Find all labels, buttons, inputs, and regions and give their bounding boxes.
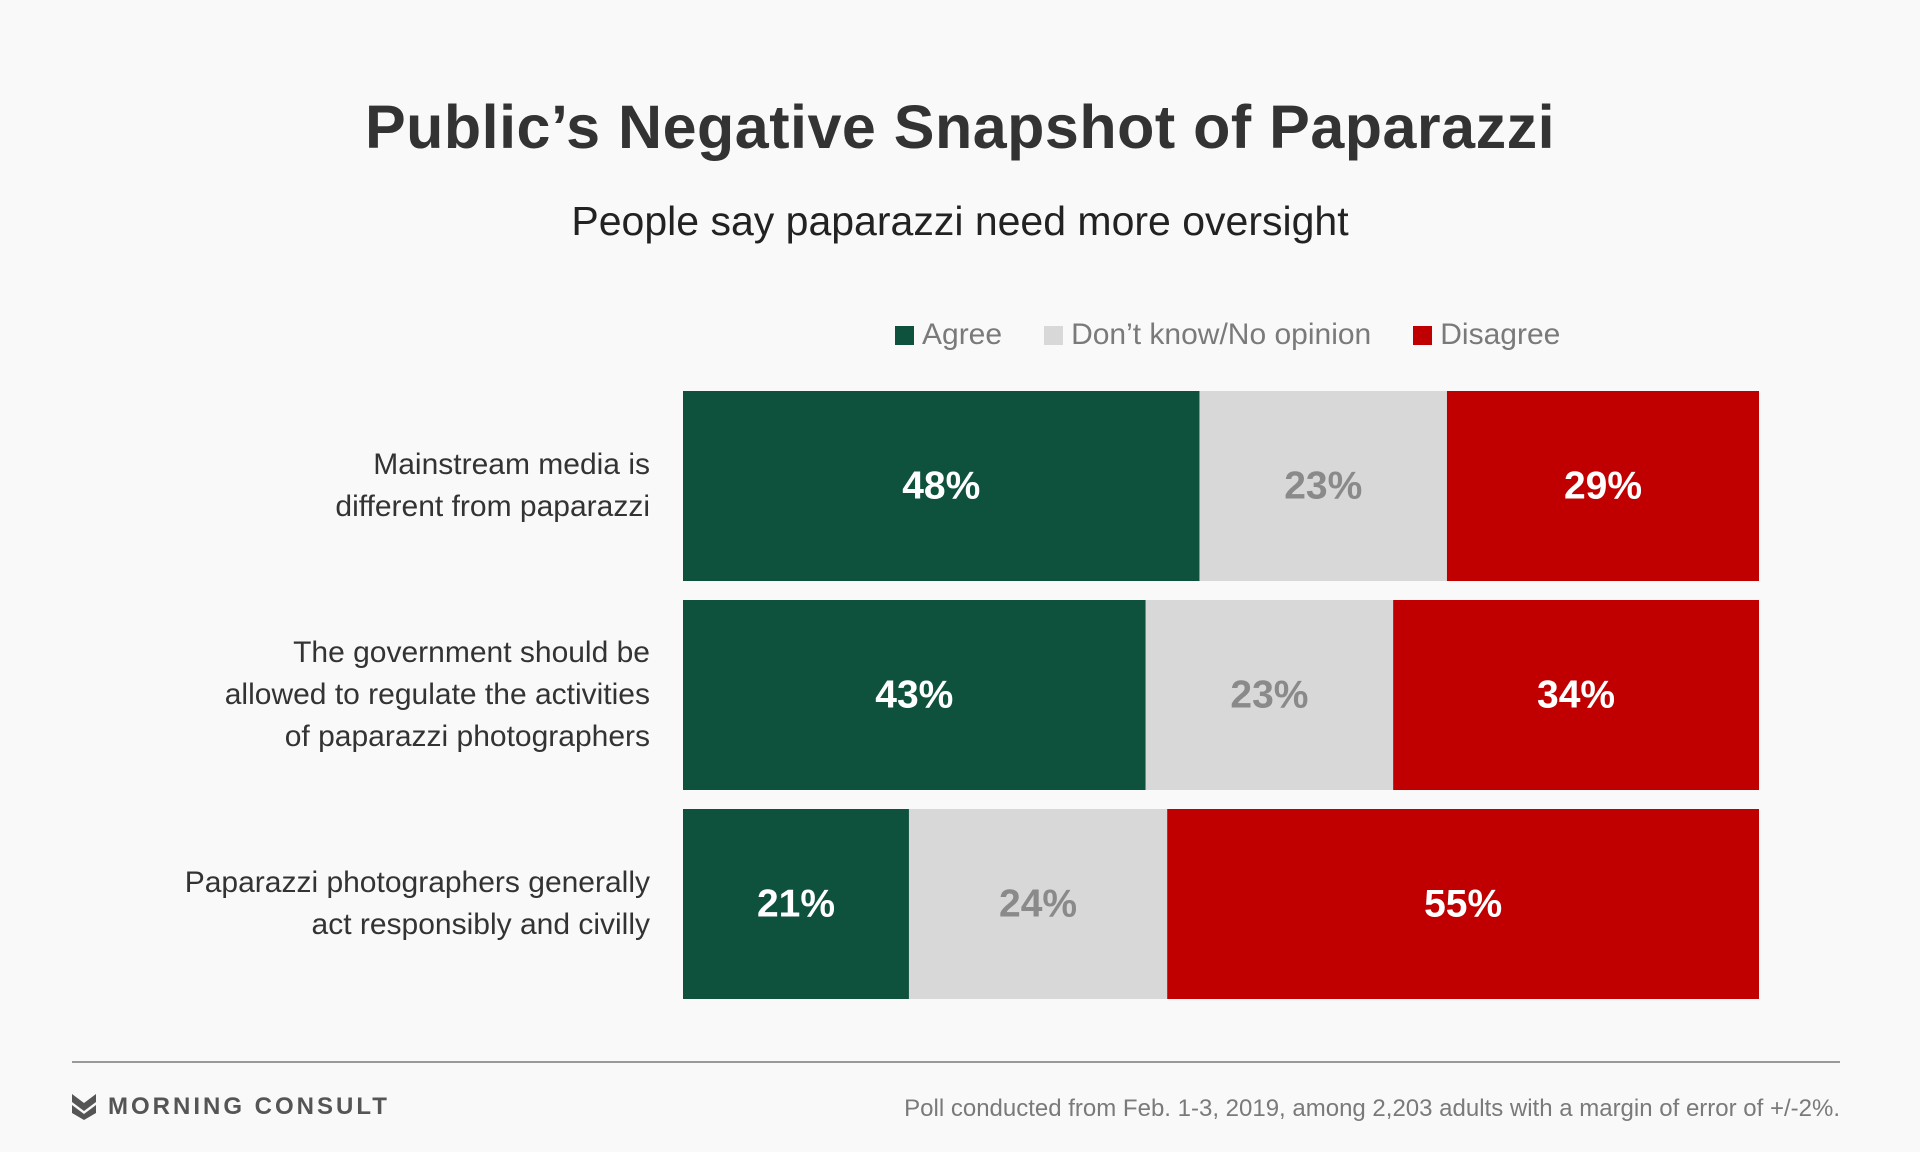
bar-segment-agree-row-1 <box>683 391 1200 581</box>
legend-swatch-dont-know <box>1044 325 1064 345</box>
category-label-line: act responsibly and civilly <box>311 908 650 941</box>
bar-segment-disagree-row-1 <box>1446 391 1759 581</box>
data-label-agree-row-1: 48% <box>902 465 980 508</box>
bar-segment-agree-row-3 <box>683 809 909 999</box>
legend-swatch-disagree <box>1413 325 1433 345</box>
category-label-line: of paparazzi photographers <box>284 720 650 753</box>
legend-item-dont-know: Don’t know/No opinion <box>1044 318 1371 352</box>
category-label-line: The government should be <box>293 636 650 669</box>
stacked-bar-chart: 48% 23% 29% 43% 23% 34% 21% 24% 55% <box>683 391 1759 999</box>
chart-title: Public’s Negative Snapshot of Paparazzi <box>364 93 1556 161</box>
legend-swatch-agree <box>895 325 914 345</box>
category-label-row-2: The government should be allowed to regul… <box>60 632 650 758</box>
bar-segment-disagree-row-2 <box>1393 600 1759 790</box>
brand-logo: MORNING CONSULT <box>72 1093 390 1121</box>
legend: Agree Don’t know/No opinion Disagree <box>895 315 1560 355</box>
bar-segment-don-t-know-no-opinion-row-3 <box>908 809 1168 999</box>
legend-item-agree: Agree <box>895 318 1002 352</box>
category-label-line: different from paparazzi <box>335 490 650 523</box>
data-label-don-t-know-no-opinion-row-3: 24% <box>999 883 1077 926</box>
data-label-disagree-row-3: 55% <box>1424 883 1502 926</box>
legend-label-dont-know: Don’t know/No opinion <box>1071 318 1372 351</box>
category-label-row-1: Mainstream media is different from papara… <box>60 444 650 528</box>
bar-segment-disagree-row-3 <box>1167 809 1759 999</box>
category-label-line: Mainstream media is <box>373 448 650 481</box>
legend-label-agree: Agree <box>922 318 1003 351</box>
legend-item-disagree: Disagree <box>1413 318 1560 352</box>
data-label-disagree-row-1: 29% <box>1564 465 1642 508</box>
data-label-don-t-know-no-opinion-row-2: 23% <box>1230 674 1308 717</box>
footer-divider <box>72 1061 1840 1063</box>
bar-segment-don-t-know-no-opinion-row-2 <box>1145 600 1394 790</box>
data-label-agree-row-2: 43% <box>875 674 953 717</box>
legend-label-disagree: Disagree <box>1440 318 1561 351</box>
source-note: Poll conducted from Feb. 1-3, 2019, amon… <box>904 1095 1840 1122</box>
data-label-don-t-know-no-opinion-row-1: 23% <box>1284 465 1362 508</box>
brand-name: MORNING CONSULT <box>108 1093 390 1120</box>
category-label-line: Paparazzi photographers generally <box>184 866 650 899</box>
data-label-disagree-row-2: 34% <box>1537 674 1615 717</box>
data-label-agree-row-3: 21% <box>757 883 835 926</box>
bar-segment-don-t-know-no-opinion-row-1 <box>1199 391 1447 581</box>
bar-segment-agree-row-2 <box>683 600 1146 790</box>
category-label-row-3: Paparazzi photographers generally act res… <box>60 862 650 946</box>
chart-subtitle: People say paparazzi need more oversight <box>571 198 1349 244</box>
morning-consult-logo-icon <box>72 1094 96 1120</box>
category-label-line: allowed to regulate the activities <box>224 678 650 711</box>
